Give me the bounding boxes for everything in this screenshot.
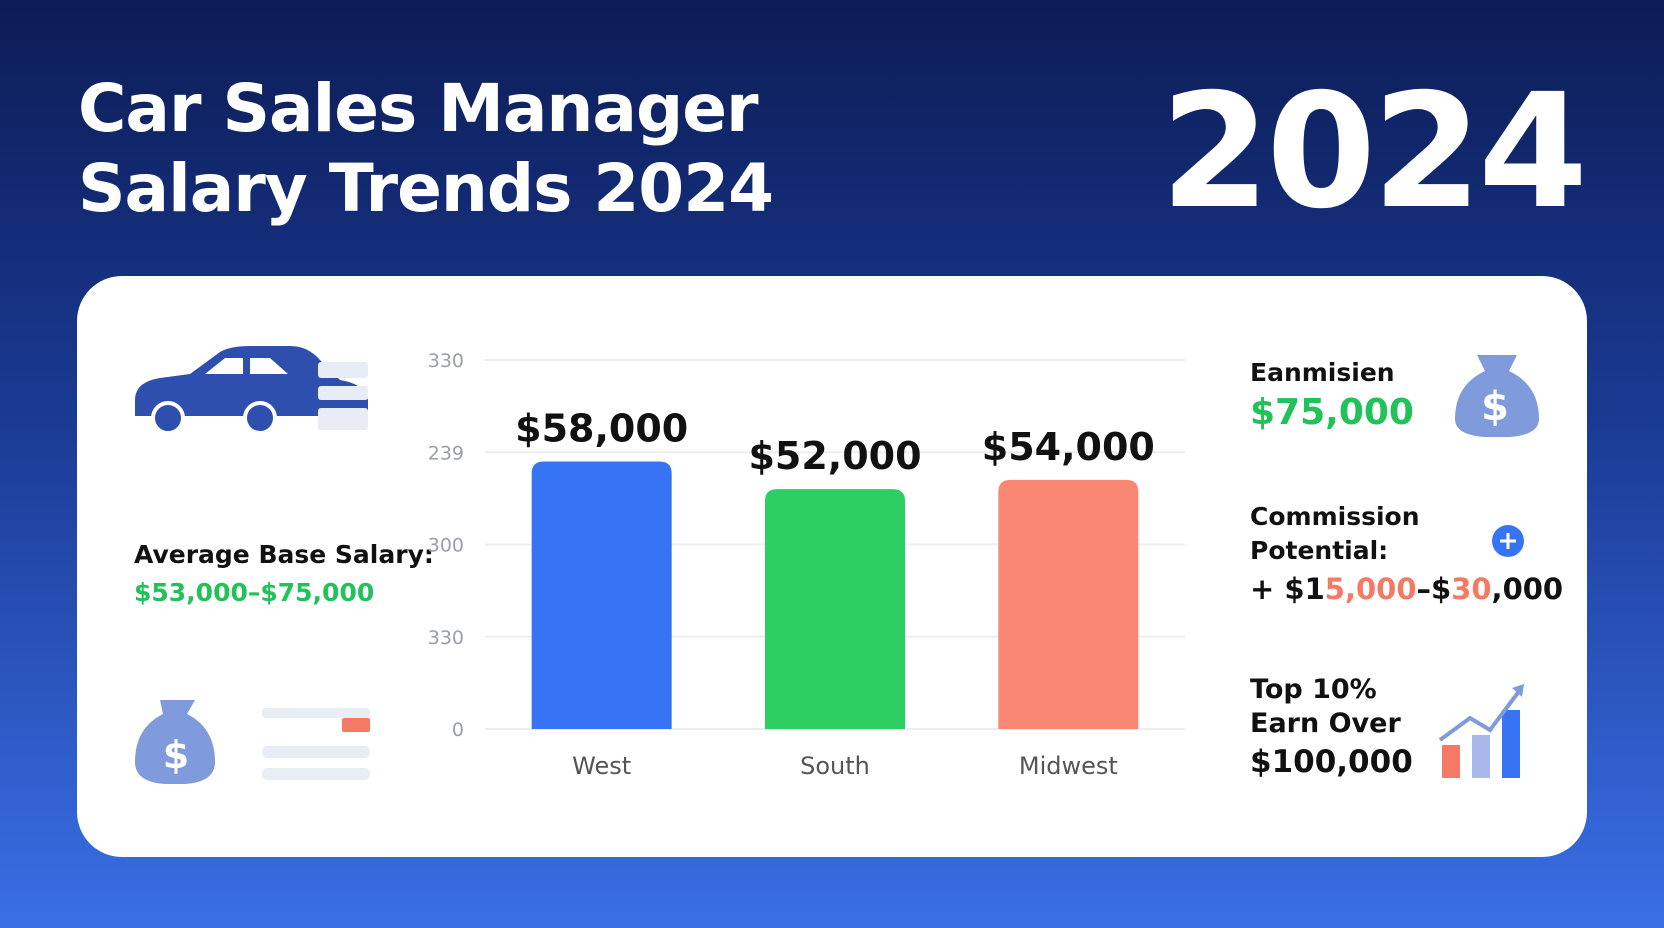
x-tick-label: West xyxy=(572,752,631,780)
car-icon xyxy=(135,346,368,435)
amount-part: 5,000 xyxy=(1324,572,1417,606)
potential-line: Potential: xyxy=(1250,536,1389,565)
top-line: Earn Over xyxy=(1250,708,1401,739)
amount-part: –$ xyxy=(1416,572,1452,606)
y-tick-label: 0 xyxy=(452,719,464,741)
commission-label: Eanmisien xyxy=(1250,358,1395,387)
y-tick-label: 330 xyxy=(428,627,464,649)
list-icon xyxy=(262,708,370,780)
title-line: Salary Trends 2024 xyxy=(78,150,774,227)
bar xyxy=(998,479,1139,729)
year: 2024 xyxy=(1160,60,1588,244)
commission-value: $75,000 xyxy=(1250,392,1414,433)
money-bag-icon: $ xyxy=(1455,355,1539,437)
list-icon xyxy=(318,362,368,430)
money-bag-icon: $ xyxy=(135,700,215,784)
bar xyxy=(765,489,905,729)
data-label: $58,000 xyxy=(515,406,688,450)
svg-text:$: $ xyxy=(1481,384,1509,430)
base-salary-range: $53,000–$75,000 xyxy=(134,578,375,607)
title-line: Car Sales Manager xyxy=(78,70,759,147)
y-tick-label: 300 xyxy=(428,535,464,557)
top-line: Top 10% xyxy=(1250,674,1377,705)
y-tick-label: 330 xyxy=(428,350,464,372)
amount-part: + $1 xyxy=(1250,572,1325,606)
data-label: $54,000 xyxy=(982,425,1155,469)
bar xyxy=(531,461,672,729)
x-tick-label: South xyxy=(800,752,870,780)
data-label: $52,000 xyxy=(748,434,921,478)
plus-icon xyxy=(1492,525,1524,557)
base-salary-label: Average Base Salary: xyxy=(134,540,434,569)
y-tick-label: 239 xyxy=(428,442,464,464)
growth-icon xyxy=(1438,684,1524,778)
x-tick-label: Midwest xyxy=(1019,752,1118,780)
potential-line: Commission xyxy=(1250,502,1420,531)
potential-amount: + $15,000–$30,000 xyxy=(1250,572,1563,606)
amount-part: ,000 xyxy=(1491,572,1564,606)
svg-text:$: $ xyxy=(163,733,189,777)
amount-part: 30 xyxy=(1451,572,1492,606)
top-line: $100,000 xyxy=(1250,744,1413,780)
